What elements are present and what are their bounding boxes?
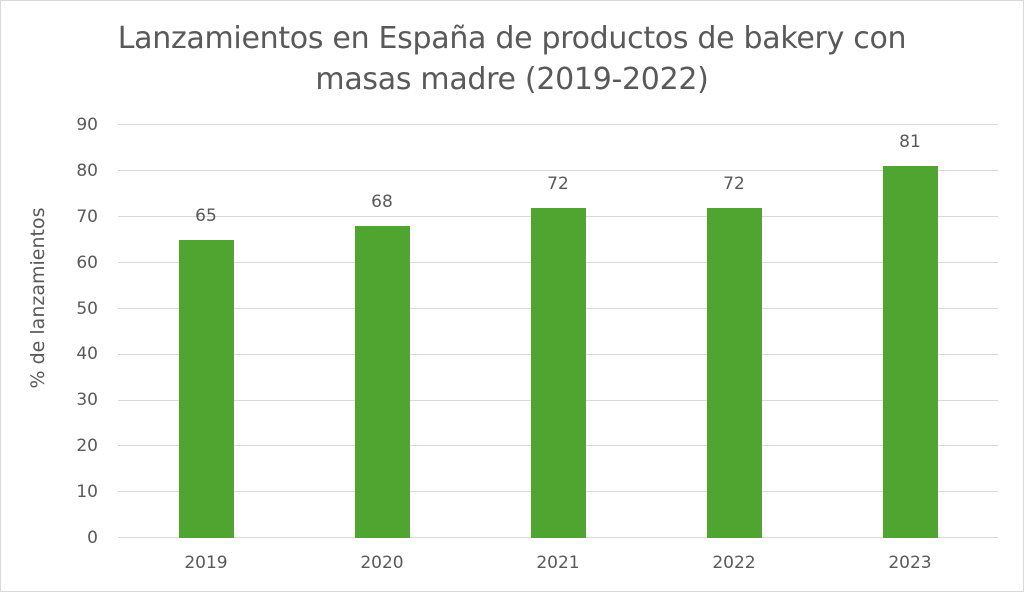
data-label: 72 bbox=[547, 173, 569, 194]
chart-title-line-1: Lanzamientos en España de productos de b… bbox=[117, 21, 907, 56]
y-tick-label: 60 bbox=[76, 252, 98, 273]
y-tick-label: 50 bbox=[76, 298, 98, 319]
chart-title-line-2: masas madre (2019-2022) bbox=[315, 62, 709, 97]
chart-title: Lanzamientos en España de productos de b… bbox=[0, 18, 1024, 100]
y-tick-label: 20 bbox=[76, 436, 98, 457]
y-tick-label: 10 bbox=[76, 482, 98, 503]
y-tick-label: 30 bbox=[76, 390, 98, 411]
data-label: 81 bbox=[899, 132, 921, 153]
x-tick-label: 2021 bbox=[536, 553, 580, 573]
bar-2021 bbox=[530, 207, 586, 538]
gridline bbox=[118, 124, 998, 126]
data-label: 65 bbox=[195, 205, 217, 226]
y-tick-label: 80 bbox=[76, 160, 98, 181]
x-tick-label: 2020 bbox=[360, 553, 404, 573]
gridline bbox=[118, 170, 998, 172]
data-label: 68 bbox=[371, 191, 393, 212]
bar-2023 bbox=[882, 166, 938, 538]
x-tick-label: 2022 bbox=[712, 553, 756, 573]
x-tick-label: 2023 bbox=[888, 553, 932, 573]
y-tick-label: 70 bbox=[76, 206, 98, 227]
y-tick-label: 0 bbox=[87, 528, 98, 548]
bar-2022 bbox=[706, 207, 762, 538]
y-tick-label: 90 bbox=[76, 115, 98, 135]
data-label: 72 bbox=[723, 173, 745, 194]
x-tick-label: 2019 bbox=[184, 553, 228, 573]
y-tick-label: 40 bbox=[76, 344, 98, 365]
bar-2019 bbox=[178, 239, 234, 538]
bar-2020 bbox=[354, 225, 410, 538]
